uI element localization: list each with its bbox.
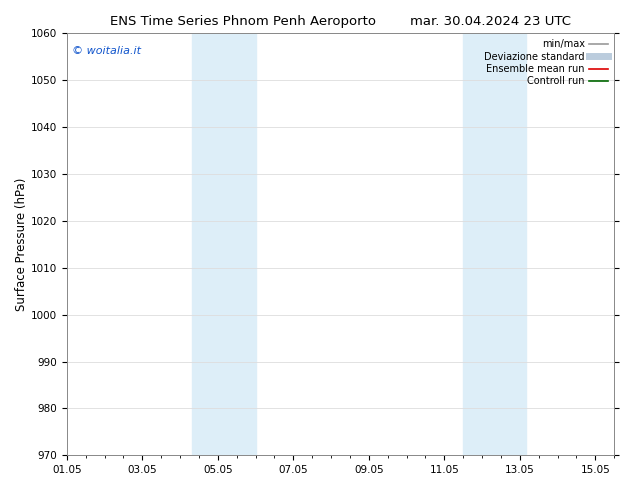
Text: © woitalia.it: © woitalia.it [72, 46, 141, 56]
Y-axis label: Surface Pressure (hPa): Surface Pressure (hPa) [15, 177, 28, 311]
Bar [193, 33, 256, 455]
Bar [463, 33, 526, 455]
Title: ENS Time Series Phnom Penh Aeroporto        mar. 30.04.2024 23 UTC: ENS Time Series Phnom Penh Aeroporto mar… [110, 15, 571, 28]
Legend: min/max, Deviazione standard, Ensemble mean run, Controll run: min/max, Deviazione standard, Ensemble m… [482, 36, 611, 89]
